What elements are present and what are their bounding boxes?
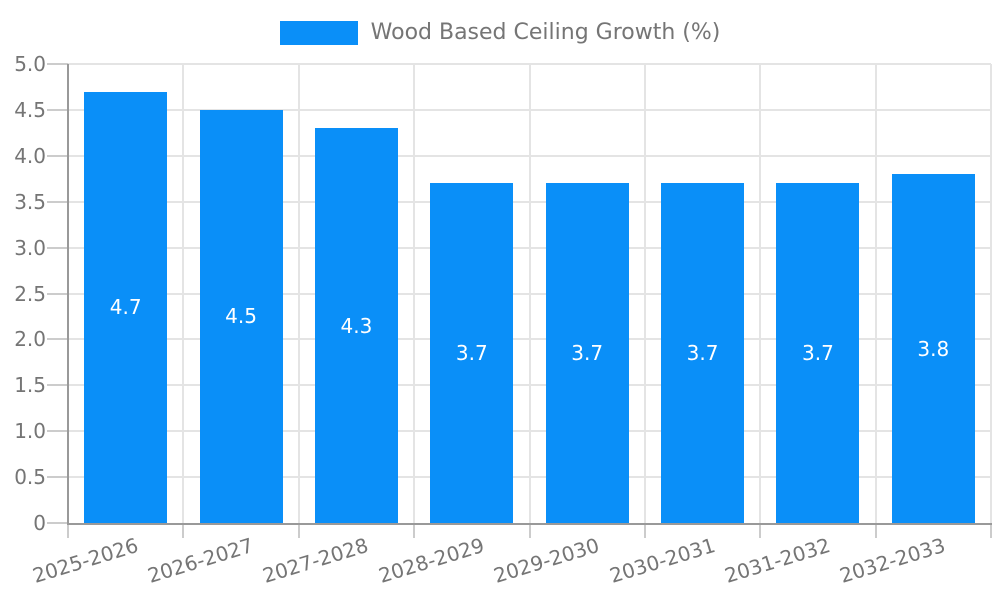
y-axis-tick — [47, 108, 68, 111]
x-axis-label: 2032-2033 — [837, 533, 949, 588]
y-axis-tick — [47, 154, 68, 157]
bar-value-label: 4.7 — [109, 295, 142, 320]
bar-2032-2033[interactable]: 3.8 — [891, 174, 975, 523]
bar-2028-2029[interactable]: 3.7 — [430, 183, 514, 523]
bar-2030-2031[interactable]: 3.7 — [661, 183, 745, 523]
x-gridline — [759, 64, 762, 523]
y-axis-label: 3.0 — [14, 235, 46, 260]
y-axis-label: 4.0 — [14, 143, 46, 168]
x-gridline — [990, 64, 992, 523]
y-axis-label: 4.5 — [14, 97, 46, 122]
bar-value-label: 4.5 — [225, 304, 257, 329]
y-axis-tick — [47, 292, 68, 295]
x-axis-label: 2029-2030 — [490, 533, 603, 588]
y-axis-tick — [47, 522, 68, 524]
x-gridline — [643, 64, 646, 523]
y-axis-tick — [47, 384, 68, 387]
bar-2025-2026[interactable]: 4.7 — [84, 91, 168, 523]
bar-2027-2028[interactable]: 4.3 — [314, 128, 398, 523]
x-axis-tick — [643, 523, 646, 538]
x-axis-tick — [67, 523, 69, 538]
y-axis-label: 5.0 — [14, 52, 46, 76]
x-gridline — [413, 64, 416, 523]
x-axis-tick — [874, 523, 877, 538]
y-axis-label: 2.0 — [14, 327, 46, 352]
y-axis-label: 0 — [33, 511, 46, 535]
bar-value-label: 3.7 — [686, 341, 719, 366]
x-gridline — [874, 64, 877, 523]
y-axis-tick — [47, 338, 68, 341]
x-axis-tick — [990, 523, 992, 538]
legend[interactable]: Wood Based Ceiling Growth (%) — [0, 17, 1000, 49]
x-axis-tick — [297, 523, 300, 538]
x-axis-label: 2031-2032 — [721, 533, 833, 588]
x-axis-label: 2030-2031 — [606, 533, 718, 588]
x-gridline — [182, 64, 185, 523]
x-axis-line — [67, 523, 992, 525]
x-gridline — [528, 64, 531, 523]
legend-label[interactable]: Wood Based Ceiling Growth (%) — [370, 20, 721, 45]
x-axis-tick — [759, 523, 762, 538]
x-axis-tick — [528, 523, 531, 538]
x-axis-label: 2025-2026 — [29, 533, 141, 588]
x-axis-label: 2027-2028 — [260, 533, 372, 588]
y-axis-tick — [47, 200, 68, 203]
legend-swatch[interactable] — [279, 21, 358, 45]
y-axis-tick — [47, 476, 68, 479]
x-axis-tick — [182, 523, 185, 538]
bar-value-label: 3.7 — [455, 341, 488, 366]
y-axis-label: 1.5 — [14, 373, 46, 398]
bar-2026-2027[interactable]: 4.5 — [199, 109, 283, 523]
y-axis-label: 0.5 — [14, 465, 46, 490]
bar-value-label: 3.7 — [571, 341, 604, 366]
y-axis-label: 1.0 — [14, 419, 46, 444]
bar-2029-2030[interactable]: 3.7 — [545, 183, 629, 523]
x-axis-label: 2028-2029 — [375, 533, 487, 588]
y-axis-line — [67, 64, 69, 525]
bar-2031-2032[interactable]: 3.7 — [776, 183, 860, 523]
y-axis-tick — [47, 430, 68, 433]
y-axis-label: 2.5 — [14, 281, 46, 306]
x-axis-label: 2026-2027 — [144, 533, 257, 588]
x-axis-tick — [413, 523, 416, 538]
x-gridline — [297, 64, 300, 523]
y-axis-label: 3.5 — [14, 189, 46, 214]
bar-value-label: 3.7 — [802, 341, 834, 366]
bar-value-label: 3.8 — [917, 336, 950, 361]
bar-value-label: 4.3 — [340, 313, 373, 338]
y-axis-tick — [47, 246, 68, 249]
y-axis-tick — [47, 63, 68, 65]
